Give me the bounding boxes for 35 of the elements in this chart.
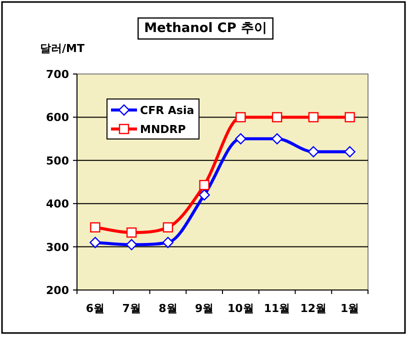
x-tick-label: 8월 — [158, 302, 178, 315]
point — [308, 146, 320, 158]
y-tick-label: 400 — [46, 198, 70, 211]
title: Methanol CP 추이 — [138, 17, 274, 40]
point — [162, 222, 174, 232]
point — [235, 133, 246, 144]
x-tick-label: 1월 — [340, 302, 360, 315]
x-tick-label: 12월 — [300, 302, 327, 315]
chart-title: Methanol CP 추이 — [144, 21, 267, 36]
y-tick-label: 600 — [46, 111, 70, 124]
y-tick-label: 200 — [46, 284, 70, 297]
point — [126, 239, 138, 250]
point — [126, 227, 137, 238]
point — [344, 146, 356, 158]
x-tick-label: 9월 — [194, 302, 214, 315]
point — [90, 236, 101, 248]
y-tick-label: 500 — [46, 154, 70, 168]
x-tick-label: 10월 — [228, 302, 254, 315]
point — [236, 112, 246, 122]
x-tick-label: 6월 — [86, 302, 105, 315]
point — [90, 222, 100, 232]
y-tick-label: 700 — [46, 68, 70, 81]
point — [198, 189, 210, 201]
legend-label: CFR Asia — [140, 104, 194, 117]
point — [162, 236, 174, 248]
point — [199, 180, 210, 190]
point — [271, 133, 283, 144]
legend-label: MNDRP — [140, 123, 186, 136]
point — [272, 112, 282, 122]
y-axis-title: 달러/MT — [40, 42, 85, 55]
y-tick-label: 300 — [46, 240, 70, 254]
point — [308, 112, 319, 122]
point — [344, 112, 355, 122]
x-tick-label: 11월 — [264, 302, 290, 315]
x-tick-label: 7월 — [122, 302, 141, 315]
